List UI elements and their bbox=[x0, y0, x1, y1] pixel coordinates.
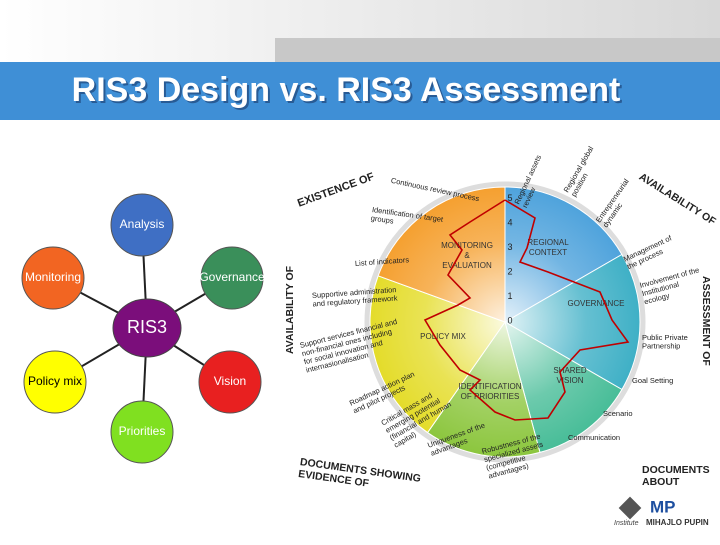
criterion-label: Goal Setting bbox=[632, 376, 673, 385]
criterion-label: Public Private Partnership bbox=[642, 333, 688, 351]
criterion-label-line: Communication bbox=[568, 433, 620, 442]
logo: MP Institute MIHAJLO PUPIN bbox=[614, 496, 709, 527]
segment-label: SHARED VISION bbox=[553, 366, 587, 385]
segment-label: IDENTIFICATION OF PRIORITIES bbox=[459, 382, 522, 401]
logo-mark: MP bbox=[650, 497, 676, 516]
criterion-label: List of indicators bbox=[355, 255, 410, 268]
criterion-label: Involvement of theInstitutionalecology bbox=[639, 265, 705, 306]
title-bar bbox=[0, 62, 720, 120]
heading: DOCUMENTS ABOUT bbox=[642, 464, 710, 488]
logo-icon bbox=[618, 496, 642, 520]
scale-label: 0 bbox=[507, 315, 512, 325]
node-label: Governance bbox=[199, 270, 265, 284]
scale-label: 2 bbox=[507, 266, 512, 276]
node bbox=[21, 246, 85, 310]
node-label: Monitoring bbox=[25, 270, 81, 284]
heading: ASSESSMENT OF bbox=[700, 276, 712, 366]
criterion-label: Entrepreneurialdynamic bbox=[594, 177, 638, 229]
segment-label-line: IDENTIFICATION bbox=[459, 382, 522, 391]
segment-label-line: GOVERNANCE bbox=[568, 299, 625, 308]
segment-label: POLICY MIX bbox=[420, 332, 466, 341]
node bbox=[200, 246, 264, 310]
title: RIS3 Design vs. RIS3 Assessment bbox=[72, 71, 621, 109]
node-label: Priorities bbox=[119, 424, 166, 438]
criterion-label-line: Partnership bbox=[642, 341, 680, 350]
node-label: Policy mix bbox=[28, 374, 82, 388]
criterion-label-line: Scenario bbox=[603, 409, 633, 418]
criterion-label-line: List of indicators bbox=[355, 255, 410, 268]
heading-line: AVAILABILITY OF bbox=[284, 265, 296, 354]
scale-label: 3 bbox=[507, 242, 512, 252]
wheel-glow bbox=[370, 187, 640, 457]
node bbox=[110, 400, 174, 464]
segment-label-line: OF PRIORITIES bbox=[461, 392, 520, 401]
node bbox=[110, 193, 174, 257]
heading-line: ABOUT bbox=[642, 476, 680, 488]
heading-line: ASSESSMENT OF bbox=[700, 276, 712, 366]
segment-label: MONITORING & EVALUATION bbox=[441, 241, 493, 270]
segment-label-line: SHARED bbox=[553, 366, 587, 375]
heading-line: DOCUMENTS bbox=[642, 464, 710, 476]
heading: AVAILABILITY OF bbox=[284, 265, 296, 354]
heading: AVAILABILITY OF bbox=[637, 171, 719, 228]
segment-label: REGIONAL CONTEXT bbox=[527, 238, 569, 257]
segment-label: GOVERNANCE bbox=[568, 299, 625, 308]
node bbox=[23, 350, 87, 414]
criterion-label: Scenario bbox=[603, 409, 633, 418]
wheel-rim bbox=[364, 181, 646, 463]
center-node bbox=[112, 298, 182, 358]
segment-label-line: & bbox=[464, 251, 470, 260]
segment-label-line: CONTEXT bbox=[529, 248, 567, 257]
heading-line: AVAILABILITY OF bbox=[637, 171, 719, 228]
node-label: Vision bbox=[214, 374, 246, 388]
segment-label-line: REGIONAL bbox=[527, 238, 569, 247]
criterion-label-line: Public Private bbox=[642, 333, 688, 342]
heading: DOCUMENTS SHOWINGEVIDENCE OF bbox=[298, 456, 422, 497]
segment-label-line: VISION bbox=[556, 376, 583, 385]
criterion-label: Management ofthe process bbox=[622, 233, 677, 271]
scale-label: 5 bbox=[507, 193, 512, 203]
node-label: Analysis bbox=[120, 217, 165, 231]
segment-label-line: EVALUATION bbox=[442, 261, 492, 270]
criterion-label: Communication bbox=[568, 433, 620, 442]
center-label: RIS3 bbox=[127, 317, 167, 337]
segment-label-line: POLICY MIX bbox=[420, 332, 466, 341]
criterion-label-line: groups bbox=[370, 213, 394, 225]
score-line bbox=[423, 199, 630, 421]
criterion-label: Regional globalposition bbox=[562, 144, 603, 198]
assessment-wheel: REGIONAL CONTEXT GOVERNANCE SHARED VISION IDE… bbox=[284, 144, 719, 497]
scale-label: 1 bbox=[507, 291, 512, 301]
logo-institute: Institute bbox=[614, 520, 639, 527]
node bbox=[198, 350, 262, 414]
scale-label: 4 bbox=[507, 217, 512, 227]
top-strip-dark bbox=[275, 38, 720, 62]
design-diagram: Analysis Governance Vision Priorities Policy… bbox=[21, 193, 265, 464]
heading: EXISTENCE OF bbox=[296, 171, 376, 210]
title-shadow: RIS3 Design vs. RIS3 Assessment bbox=[74, 73, 623, 111]
logo-name: MIHAJLO PUPIN bbox=[646, 518, 709, 527]
heading-line: EXISTENCE OF bbox=[296, 171, 376, 210]
segment-label-line: MONITORING bbox=[441, 241, 493, 250]
criterion-label-line: Goal Setting bbox=[632, 376, 673, 385]
